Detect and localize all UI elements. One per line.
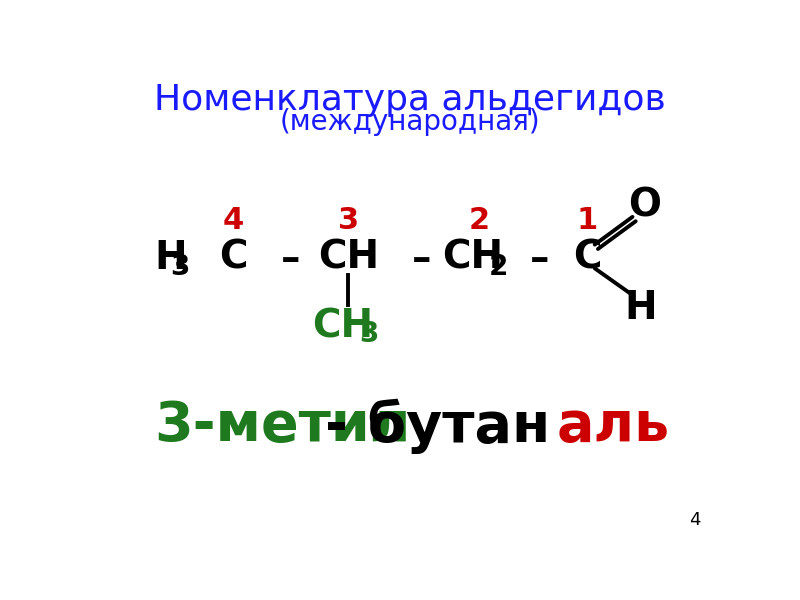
Text: CH: CH	[442, 239, 504, 277]
Text: 4: 4	[222, 206, 243, 235]
Text: H: H	[625, 289, 658, 328]
Text: 3: 3	[170, 253, 189, 281]
Text: - бутан: - бутан	[326, 398, 550, 454]
Text: O: O	[628, 186, 662, 224]
Text: H: H	[154, 239, 187, 277]
Text: аль: аль	[556, 399, 670, 453]
Text: –: –	[412, 240, 431, 278]
Text: CH: CH	[312, 307, 373, 345]
Text: (международная): (международная)	[280, 108, 540, 136]
Text: 2: 2	[489, 253, 508, 281]
Text: 1: 1	[577, 206, 598, 235]
Text: CH: CH	[318, 239, 379, 277]
Text: C: C	[573, 239, 602, 277]
Text: 3: 3	[359, 320, 379, 348]
Text: 4: 4	[689, 511, 701, 529]
Text: –: –	[530, 240, 549, 278]
Text: –: –	[281, 240, 301, 278]
Text: 3-метил: 3-метил	[154, 399, 410, 453]
Text: 3: 3	[338, 206, 359, 235]
Text: C: C	[218, 239, 247, 277]
Text: Номенклатура альдегидов: Номенклатура альдегидов	[154, 83, 666, 118]
Text: 2: 2	[469, 206, 490, 235]
